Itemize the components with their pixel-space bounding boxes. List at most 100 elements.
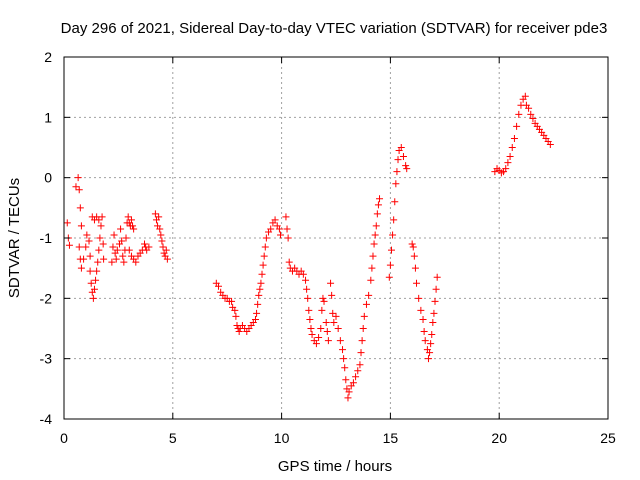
data-point bbox=[90, 285, 98, 293]
data-point bbox=[112, 255, 120, 263]
data-point bbox=[397, 144, 405, 151]
data-point bbox=[362, 300, 370, 308]
data-point bbox=[392, 180, 400, 188]
data-point bbox=[318, 306, 326, 314]
data-point bbox=[109, 243, 117, 251]
data-point bbox=[323, 328, 331, 336]
x-axis-label: GPS time / hours bbox=[278, 458, 392, 475]
data-point bbox=[370, 240, 378, 248]
data-point bbox=[214, 282, 222, 290]
data-point bbox=[77, 264, 85, 272]
data-point bbox=[354, 367, 362, 375]
data-point bbox=[94, 258, 102, 266]
data-point bbox=[356, 361, 364, 369]
data-point bbox=[408, 240, 416, 248]
x-tick-label: 10 bbox=[274, 430, 290, 446]
data-point bbox=[96, 234, 104, 242]
data-point bbox=[349, 379, 357, 387]
data-point bbox=[433, 273, 441, 281]
data-point bbox=[329, 309, 337, 317]
data-point bbox=[275, 225, 283, 233]
data-point bbox=[258, 270, 266, 278]
data-point bbox=[510, 134, 518, 142]
data-point bbox=[371, 231, 379, 239]
data-point bbox=[529, 115, 537, 123]
y-tick-label: 2 bbox=[44, 49, 52, 65]
data-point bbox=[83, 231, 91, 239]
data-point bbox=[262, 234, 270, 242]
data-point bbox=[304, 294, 312, 302]
data-point bbox=[322, 318, 330, 326]
y-tick-label: -1 bbox=[40, 230, 53, 246]
data-point bbox=[420, 328, 428, 336]
data-point bbox=[285, 258, 293, 266]
data-point bbox=[413, 279, 421, 287]
x-tick-label: 25 bbox=[600, 430, 616, 446]
x-tick-label: 5 bbox=[169, 430, 177, 446]
data-point bbox=[232, 312, 240, 320]
data-point bbox=[367, 276, 375, 284]
data-point bbox=[65, 241, 73, 249]
y-axis-label: SDTVAR / TECUs bbox=[6, 178, 23, 298]
data-point bbox=[328, 291, 336, 299]
data-point bbox=[113, 246, 121, 254]
data-point bbox=[327, 279, 335, 287]
data-point bbox=[151, 210, 159, 218]
data-point bbox=[299, 270, 307, 278]
data-point bbox=[253, 309, 261, 317]
data-point bbox=[156, 225, 164, 233]
data-point bbox=[261, 243, 269, 251]
data-point bbox=[86, 252, 94, 260]
data-point bbox=[502, 165, 510, 173]
data-point bbox=[118, 237, 126, 245]
data-point bbox=[389, 231, 397, 239]
data-point bbox=[432, 285, 440, 293]
data-point bbox=[120, 258, 128, 266]
data-point bbox=[76, 204, 84, 212]
data-point bbox=[342, 376, 350, 384]
data-point bbox=[421, 337, 429, 345]
data-point bbox=[390, 216, 398, 224]
data-point bbox=[410, 252, 418, 260]
x-tick-label: 20 bbox=[491, 430, 507, 446]
data-point bbox=[95, 246, 103, 254]
data-point bbox=[411, 264, 419, 272]
data-point bbox=[513, 122, 521, 130]
data-point bbox=[284, 234, 292, 242]
data-point bbox=[77, 222, 85, 230]
data-point bbox=[419, 315, 427, 323]
data-point bbox=[99, 240, 107, 248]
data-points bbox=[63, 92, 554, 402]
data-point bbox=[132, 258, 140, 266]
y-tick-label: 1 bbox=[44, 109, 52, 125]
data-point bbox=[387, 246, 395, 254]
data-point bbox=[345, 388, 353, 396]
data-point bbox=[429, 318, 437, 326]
data-point bbox=[344, 394, 352, 402]
data-point bbox=[100, 255, 108, 263]
data-point bbox=[393, 168, 401, 176]
data-point bbox=[302, 276, 310, 284]
data-point bbox=[87, 279, 95, 287]
data-point bbox=[267, 225, 275, 233]
data-point bbox=[504, 159, 512, 167]
data-point bbox=[305, 306, 313, 314]
data-point bbox=[127, 216, 135, 224]
data-point bbox=[98, 213, 106, 221]
x-tick-label: 15 bbox=[383, 430, 399, 446]
data-point bbox=[376, 195, 384, 203]
data-point bbox=[303, 285, 311, 293]
data-point bbox=[394, 156, 402, 164]
data-point bbox=[231, 306, 239, 314]
y-tick-label: 0 bbox=[44, 170, 52, 186]
data-point bbox=[372, 222, 380, 230]
data-point bbox=[409, 243, 417, 251]
data-point bbox=[163, 255, 171, 263]
data-point bbox=[145, 243, 153, 251]
data-point bbox=[339, 346, 347, 354]
data-point bbox=[391, 198, 399, 206]
data-point bbox=[315, 334, 323, 342]
data-point bbox=[334, 325, 342, 332]
data-point bbox=[341, 364, 349, 372]
